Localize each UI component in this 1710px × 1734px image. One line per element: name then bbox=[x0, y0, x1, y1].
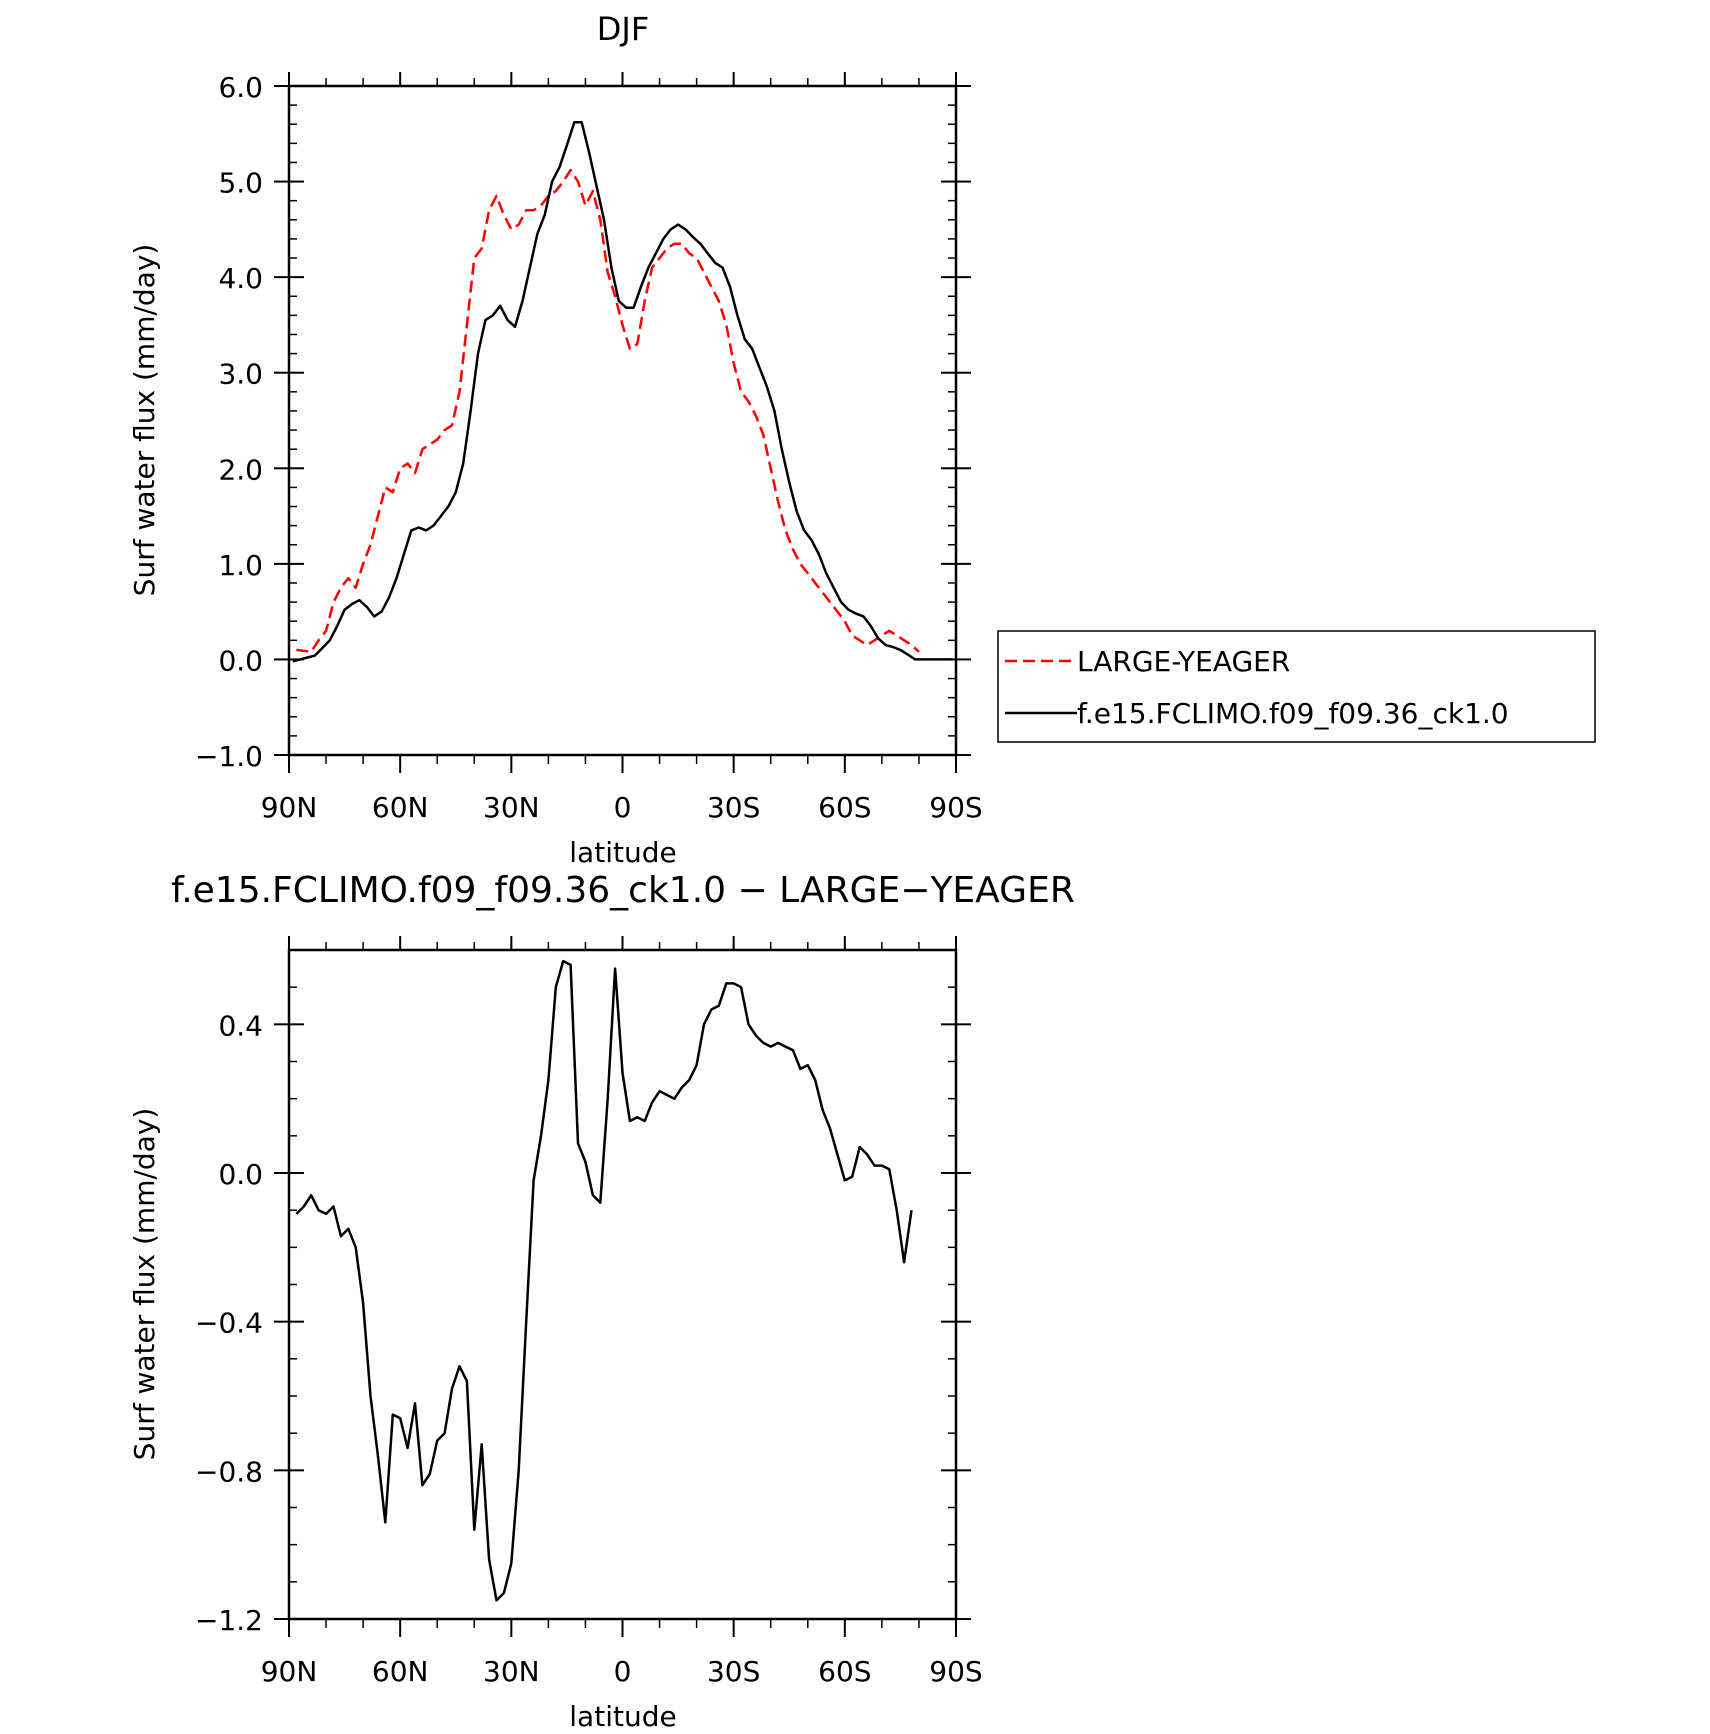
x-tick-label: 60S bbox=[818, 1655, 871, 1688]
x-tick-label: 60N bbox=[372, 791, 429, 824]
legend: LARGE-YEAGER f.e15.FCLIMO.f09_f09.36_ck1… bbox=[997, 630, 1596, 743]
axis-ticks: −1.0 0.0 1.0 2.0 3.0 4.0 5.0 6.0 90N 60N 30N 0 30S 60… bbox=[195, 71, 983, 824]
y-tick-label: 3.0 bbox=[218, 358, 263, 391]
y-tick-label: 0.0 bbox=[218, 644, 263, 677]
x-tick-label: 60S bbox=[818, 791, 871, 824]
y-tick-label: 0.0 bbox=[218, 1158, 263, 1191]
panel-title: DJF bbox=[597, 10, 649, 48]
x-tick-label: 0 bbox=[614, 791, 632, 824]
x-tick-label: 90N bbox=[261, 791, 318, 824]
y-tick-label: 1.0 bbox=[218, 549, 263, 582]
y-tick-label: −1.0 bbox=[195, 740, 263, 773]
legend-label-large-yeager: LARGE-YEAGER bbox=[1077, 645, 1290, 678]
y-tick-label: 0.4 bbox=[218, 1009, 263, 1042]
plot-frame bbox=[287, 84, 958, 757]
axis-ticks: −1.2 −0.8 −0.4 0.0 0.4 90N 60N 30N 0 30S 60S 90S bbox=[195, 936, 983, 1688]
djf-panel: DJF Surf water flux (mm/day) latitude −1… bbox=[128, 10, 983, 869]
x-tick-label: 30S bbox=[707, 791, 760, 824]
x-tick-label: 0 bbox=[614, 1655, 632, 1688]
x-tick-label: 60N bbox=[372, 1655, 429, 1688]
x-tick-label: 30N bbox=[483, 1655, 540, 1688]
series-group bbox=[295, 959, 913, 1602]
y-axis-label: Surf water flux (mm/day) bbox=[128, 1108, 161, 1461]
plot-frame bbox=[287, 948, 958, 1621]
y-tick-label: 5.0 bbox=[218, 167, 263, 200]
legend-label-model: f.e15.FCLIMO.f09_f09.36_ck1.0 bbox=[1077, 697, 1509, 730]
y-tick-label: −1.2 bbox=[195, 1604, 263, 1637]
legend-box bbox=[997, 630, 1596, 743]
series-line-0 bbox=[296, 168, 920, 654]
x-tick-label: 90S bbox=[929, 791, 982, 824]
y-axis-label: Surf water flux (mm/day) bbox=[128, 244, 161, 597]
x-tick-label: 30S bbox=[707, 1655, 760, 1688]
panel-title: f.e15.FCLIMO.f09_f09.36_ck1.0 − LARGE−YE… bbox=[171, 870, 1075, 911]
series-line-0 bbox=[295, 959, 913, 1602]
y-tick-label: 6.0 bbox=[218, 71, 263, 104]
x-axis-label: latitude bbox=[569, 836, 676, 869]
y-tick-label: −0.4 bbox=[195, 1307, 263, 1340]
series-group bbox=[292, 121, 953, 663]
difference-panel: f.e15.FCLIMO.f09_f09.36_ck1.0 − LARGE−YE… bbox=[128, 870, 1075, 1733]
x-axis-label: latitude bbox=[569, 1700, 676, 1733]
y-tick-label: 2.0 bbox=[218, 453, 263, 486]
series-line-1 bbox=[292, 121, 953, 663]
y-tick-label: 4.0 bbox=[218, 262, 263, 295]
y-tick-label: −0.8 bbox=[195, 1455, 263, 1488]
x-tick-label: 90N bbox=[261, 1655, 318, 1688]
x-tick-label: 30N bbox=[483, 791, 540, 824]
x-tick-label: 90S bbox=[929, 1655, 982, 1688]
